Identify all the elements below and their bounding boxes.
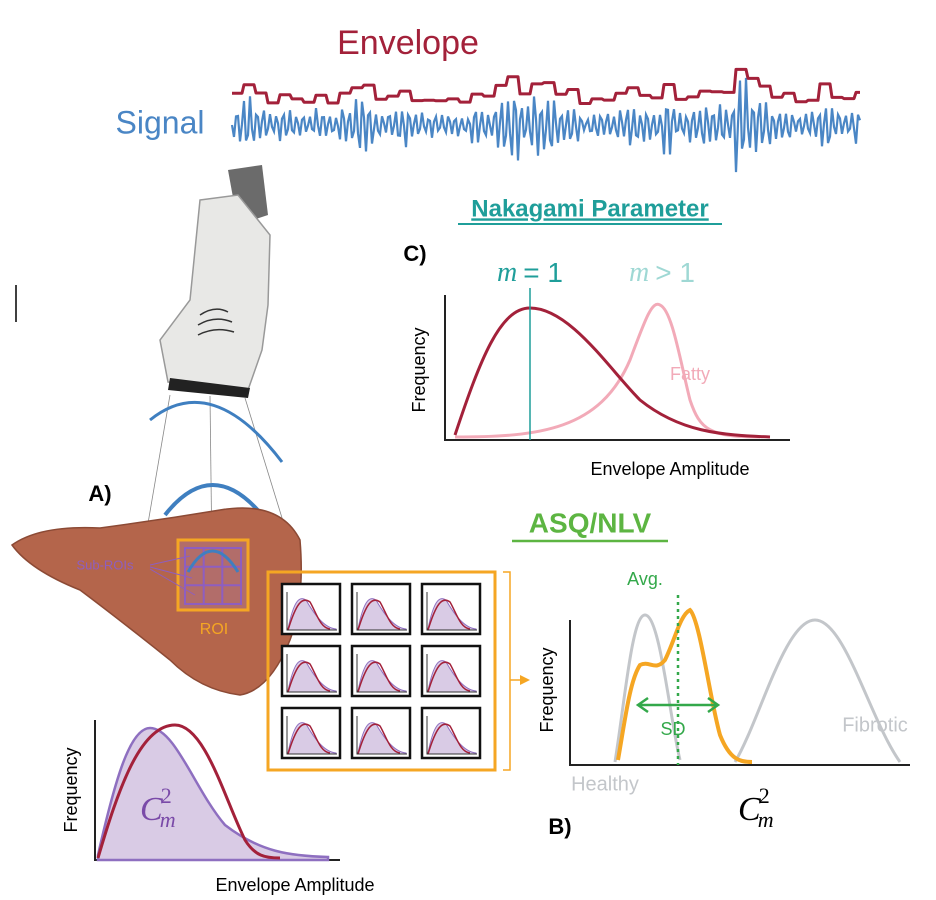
roi-label: ROI <box>200 621 228 638</box>
waveform <box>232 69 860 172</box>
x-axis-label: Envelope Amplitude <box>590 459 749 479</box>
panel-label: B) <box>548 814 571 839</box>
sd-label: SD <box>660 719 685 739</box>
signal-label: Signal <box>116 104 205 140</box>
panel-title: ASQ/NLV <box>529 507 652 538</box>
relation: > 1 <box>655 257 695 288</box>
y-axis-label: Frequency <box>409 327 429 412</box>
m-equal-label: m= 1 <box>497 257 563 288</box>
panel-label: A) <box>88 481 111 506</box>
y-axis-label: Frequency <box>537 647 557 732</box>
envelope-label: Envelope <box>337 24 479 62</box>
envelope-trace <box>232 69 860 103</box>
relation: = 1 <box>523 257 563 288</box>
healthy-curve <box>615 615 680 762</box>
liver <box>12 508 301 695</box>
superscript: 2 <box>161 783 172 808</box>
symbol: m <box>497 257 517 288</box>
asq-curve <box>618 610 752 762</box>
panel-label: C) <box>403 241 426 266</box>
sub-roi-label: Sub-ROIs <box>76 557 134 572</box>
fatty-curve <box>455 304 760 437</box>
avg-label: Avg. <box>627 569 663 589</box>
ultrasound-probe <box>160 165 270 398</box>
sub-roi-histograms <box>282 584 480 758</box>
panel-title: Nakagami Parameter <box>471 195 708 222</box>
healthy-label: Healthy <box>571 773 639 795</box>
x-axis-label: Envelope Amplitude <box>215 875 374 895</box>
symbol: m <box>629 257 649 288</box>
signal-trace <box>232 78 860 172</box>
subscript: m <box>758 807 774 832</box>
arrow <box>520 675 530 685</box>
figure: Envelope Signal A) Sub-ROIs ROI Nakagami… <box>0 0 936 900</box>
fatty-label: Fatty <box>670 364 710 384</box>
y-axis-label: Frequency <box>61 747 81 832</box>
subscript: m <box>160 807 176 832</box>
bracket <box>503 572 522 770</box>
superscript: 2 <box>759 783 770 808</box>
fibrotic-label: Fibrotic <box>842 714 908 736</box>
normal-curve <box>455 308 770 437</box>
fibrotic-curve <box>735 620 900 762</box>
m-greater-label: m> 1 <box>629 257 695 288</box>
axes <box>445 295 790 440</box>
